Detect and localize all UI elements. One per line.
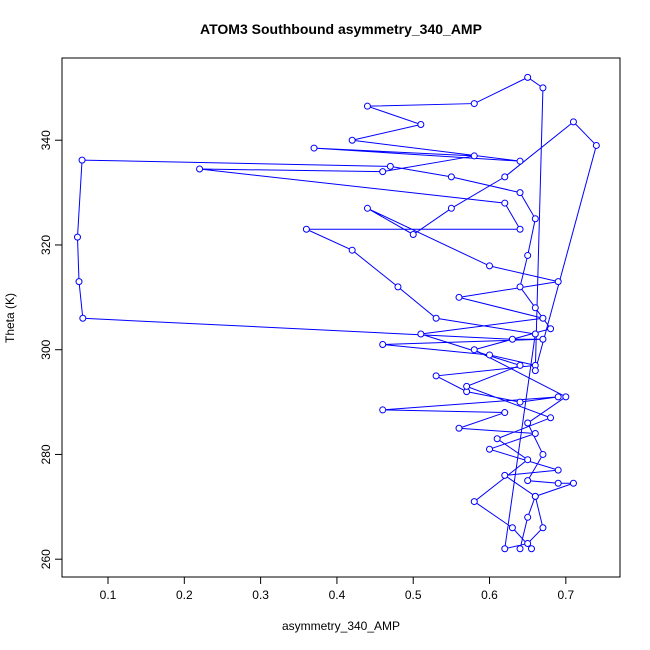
x-tick-label: 0.2: [176, 588, 193, 602]
point: [516, 157, 524, 165]
point: [562, 393, 570, 401]
y-tick-label: 280: [39, 444, 53, 464]
point: [527, 545, 535, 553]
point: [432, 372, 440, 380]
point: [455, 293, 463, 301]
point: [78, 156, 86, 164]
point: [569, 479, 577, 487]
point: [463, 382, 471, 390]
point: [486, 351, 494, 359]
point: [547, 414, 555, 422]
point: [539, 450, 547, 458]
plot-frame: [61, 57, 621, 578]
point: [302, 225, 310, 233]
point: [486, 262, 494, 270]
point: [394, 283, 402, 291]
point: [417, 330, 425, 338]
point: [348, 136, 356, 144]
x-tick-label: 0.7: [557, 588, 574, 602]
y-tick-label: 260: [39, 549, 53, 569]
point: [554, 479, 562, 487]
point: [379, 406, 387, 414]
point: [508, 524, 516, 532]
point: [531, 367, 539, 375]
x-tick-label: 0.1: [100, 588, 117, 602]
point: [531, 492, 539, 500]
point: [524, 513, 532, 521]
point: [196, 165, 204, 173]
point: [386, 162, 394, 170]
point: [524, 419, 532, 427]
point: [470, 152, 478, 160]
point: [486, 445, 494, 453]
x-tick-label: 0.6: [481, 588, 498, 602]
chart-title: ATOM3 Southbound asymmetry_340_AMP: [200, 21, 482, 37]
point: [432, 314, 440, 322]
point: [524, 73, 532, 81]
point: [447, 173, 455, 181]
point: [379, 340, 387, 348]
point: [417, 121, 425, 129]
point: [73, 233, 81, 241]
point: [455, 424, 463, 432]
point: [447, 204, 455, 212]
point: [569, 118, 577, 126]
point: [516, 398, 524, 406]
point: [516, 361, 524, 369]
point: [531, 330, 539, 338]
point: [524, 456, 532, 464]
point: [516, 189, 524, 197]
point: [501, 545, 509, 553]
y-tick-label: 320: [39, 235, 53, 255]
point: [363, 204, 371, 212]
point: [470, 346, 478, 354]
point: [501, 173, 509, 181]
point: [493, 435, 501, 443]
point: [409, 230, 417, 238]
point: [501, 471, 509, 479]
point: [592, 141, 600, 149]
point: [531, 304, 539, 312]
point: [508, 335, 516, 343]
point: [379, 168, 387, 176]
x-axis-label: asymmetry_340_AMP: [282, 619, 400, 633]
point: [554, 466, 562, 474]
point: [348, 246, 356, 254]
point: [363, 102, 371, 110]
point: [501, 409, 509, 417]
x-tick-label: 0.5: [405, 588, 422, 602]
point: [531, 430, 539, 438]
point: [524, 251, 532, 259]
x-tick-label: 0.3: [252, 588, 269, 602]
y-tick-label: 300: [39, 339, 53, 359]
point: [310, 144, 318, 152]
point: [554, 393, 562, 401]
point: [539, 84, 547, 92]
point: [524, 539, 532, 547]
point: [75, 278, 83, 286]
point: [554, 278, 562, 286]
point: [539, 314, 547, 322]
point: [547, 325, 555, 333]
point: [531, 215, 539, 223]
point: [516, 545, 524, 553]
x-tick-label: 0.4: [329, 588, 346, 602]
series-line: [76, 76, 597, 550]
point: [516, 283, 524, 291]
point: [524, 477, 532, 485]
point: [79, 314, 87, 322]
point: [516, 225, 524, 233]
y-tick-label: 340: [39, 130, 53, 150]
point: [470, 100, 478, 108]
point: [539, 335, 547, 343]
y-axis-label: Theta (K): [3, 293, 17, 343]
point: [470, 498, 478, 506]
point: [539, 524, 547, 532]
point: [501, 199, 509, 207]
